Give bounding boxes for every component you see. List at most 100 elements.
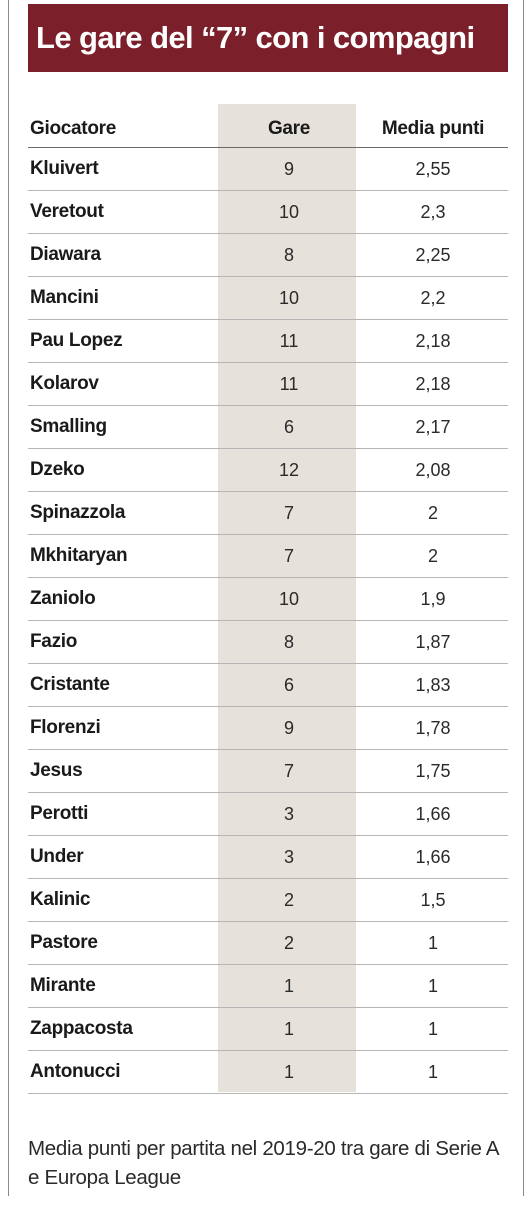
table-row: Fazio 8 1,87	[28, 621, 508, 664]
player-name: Veretout	[30, 201, 104, 222]
players-table: Giocatore Gare Media punti Kluivert 9 2,55…	[28, 104, 508, 1094]
table-row: Kolarov 11 2,18	[28, 363, 508, 406]
games-value: 1	[283, 1061, 294, 1082]
avg-points-value: 1	[427, 1018, 438, 1039]
player-name: Mkhitaryan	[30, 545, 128, 566]
avg-points-value: 2,25	[415, 244, 451, 265]
avg-points-value: 1,87	[415, 631, 451, 652]
table-row: Zaniolo 10 1,9	[28, 578, 508, 621]
table-row: Antonucci 1 1	[28, 1051, 508, 1094]
player-name: Cristante	[30, 674, 110, 695]
games-value: 2	[283, 889, 294, 910]
table-row: Mancini 10 2,2	[28, 277, 508, 320]
right-column-rule	[523, 0, 524, 1196]
player-name: Pastore	[30, 932, 98, 953]
table-row: Kalinic 2 1,5	[28, 879, 508, 922]
avg-points-value: 2,55	[415, 158, 451, 179]
avg-points-value: 1,78	[415, 717, 451, 738]
title-banner: Le gare del “7” con i compagni	[28, 4, 508, 72]
games-column-shade	[218, 104, 356, 1092]
table-row: Perotti 3 1,66	[28, 793, 508, 836]
avg-points-value: 1,66	[415, 803, 451, 824]
player-name: Perotti	[30, 803, 89, 824]
avg-points-value: 1,9	[420, 588, 446, 609]
player-name: Dzeko	[30, 459, 85, 480]
player-name: Kluivert	[30, 158, 99, 179]
table-header-row: Giocatore Gare Media punti	[28, 104, 508, 148]
table-row: Pastore 2 1	[28, 922, 508, 965]
games-value: 6	[283, 674, 294, 695]
left-column-rule	[8, 0, 9, 1196]
player-name: Jesus	[30, 760, 83, 781]
avg-points-value: 2,08	[415, 459, 451, 480]
header-player: Giocatore	[30, 117, 116, 139]
player-name: Under	[30, 846, 84, 867]
avg-points-value: 2,18	[415, 373, 451, 394]
header-games: Gare	[267, 117, 311, 139]
games-value: 1	[283, 1018, 294, 1039]
games-value: 12	[278, 459, 300, 480]
table-body: Kluivert 9 2,55 Veretout 10 2,3 Diawara 8 2,25 Ma…	[28, 148, 508, 1094]
avg-points-value: 2	[427, 545, 438, 566]
table-row: Cristante 6 1,83	[28, 664, 508, 707]
games-value: 7	[283, 760, 294, 781]
player-name: Spinazzola	[30, 502, 126, 523]
games-value: 7	[283, 502, 294, 523]
games-value: 3	[283, 846, 294, 867]
player-name: Zappacosta	[30, 1018, 133, 1039]
player-name: Antonucci	[30, 1061, 121, 1082]
games-value: 1	[283, 975, 294, 996]
avg-points-value: 1	[427, 975, 438, 996]
player-name: Kalinic	[30, 889, 91, 910]
table-row: Zappacosta 1 1	[28, 1008, 508, 1051]
table-row: Under 3 1,66	[28, 836, 508, 879]
table-row: Veretout 10 2,3	[28, 191, 508, 234]
header-avg-points: Media punti	[381, 117, 485, 139]
avg-points-value: 1,66	[415, 846, 451, 867]
player-name: Pau Lopez	[30, 330, 123, 351]
avg-points-value: 2,3	[420, 201, 446, 222]
table-row: Mirante 1 1	[28, 965, 508, 1008]
table-row: Jesus 7 1,75	[28, 750, 508, 793]
avg-points-value: 2	[427, 502, 438, 523]
footnote: Media punti per partita nel 2019-20 tra …	[28, 1137, 499, 1189]
table-row: Florenzi 9 1,78	[28, 707, 508, 750]
avg-points-value: 1,83	[415, 674, 451, 695]
games-value: 6	[283, 416, 294, 437]
avg-points-value: 2,2	[420, 287, 446, 308]
player-name: Florenzi	[30, 717, 101, 738]
games-value: 8	[283, 631, 294, 652]
player-name: Diawara	[30, 244, 101, 265]
games-value: 2	[283, 932, 294, 953]
games-value: 8	[283, 244, 294, 265]
avg-points-value: 1	[427, 1061, 438, 1082]
games-value: 11	[279, 330, 299, 351]
player-name: Fazio	[30, 631, 78, 652]
player-name: Smalling	[30, 416, 107, 437]
table-row: Pau Lopez 11 2,18	[28, 320, 508, 363]
games-value: 9	[283, 717, 294, 738]
games-value: 10	[278, 588, 300, 609]
games-value: 10	[278, 287, 300, 308]
table-row: Dzeko 12 2,08	[28, 449, 508, 492]
player-name: Mancini	[30, 287, 99, 308]
games-value: 10	[278, 201, 300, 222]
games-value: 9	[283, 158, 294, 179]
page-title: Le gare del “7” con i compagni	[36, 20, 475, 55]
player-name: Zaniolo	[30, 588, 96, 609]
games-value: 7	[283, 545, 294, 566]
player-name: Mirante	[30, 975, 96, 996]
avg-points-value: 1,75	[415, 760, 451, 781]
avg-points-value: 2,17	[415, 416, 451, 437]
player-name: Kolarov	[30, 373, 99, 394]
table-row: Mkhitaryan 7 2	[28, 535, 508, 578]
table-row: Smalling 6 2,17	[28, 406, 508, 449]
games-value: 11	[279, 373, 299, 394]
table-row: Kluivert 9 2,55	[28, 148, 508, 191]
avg-points-value: 1,5	[420, 889, 446, 910]
avg-points-value: 1	[427, 932, 438, 953]
avg-points-value: 2,18	[415, 330, 451, 351]
games-value: 3	[283, 803, 294, 824]
table-row: Spinazzola 7 2	[28, 492, 508, 535]
table-row: Diawara 8 2,25	[28, 234, 508, 277]
